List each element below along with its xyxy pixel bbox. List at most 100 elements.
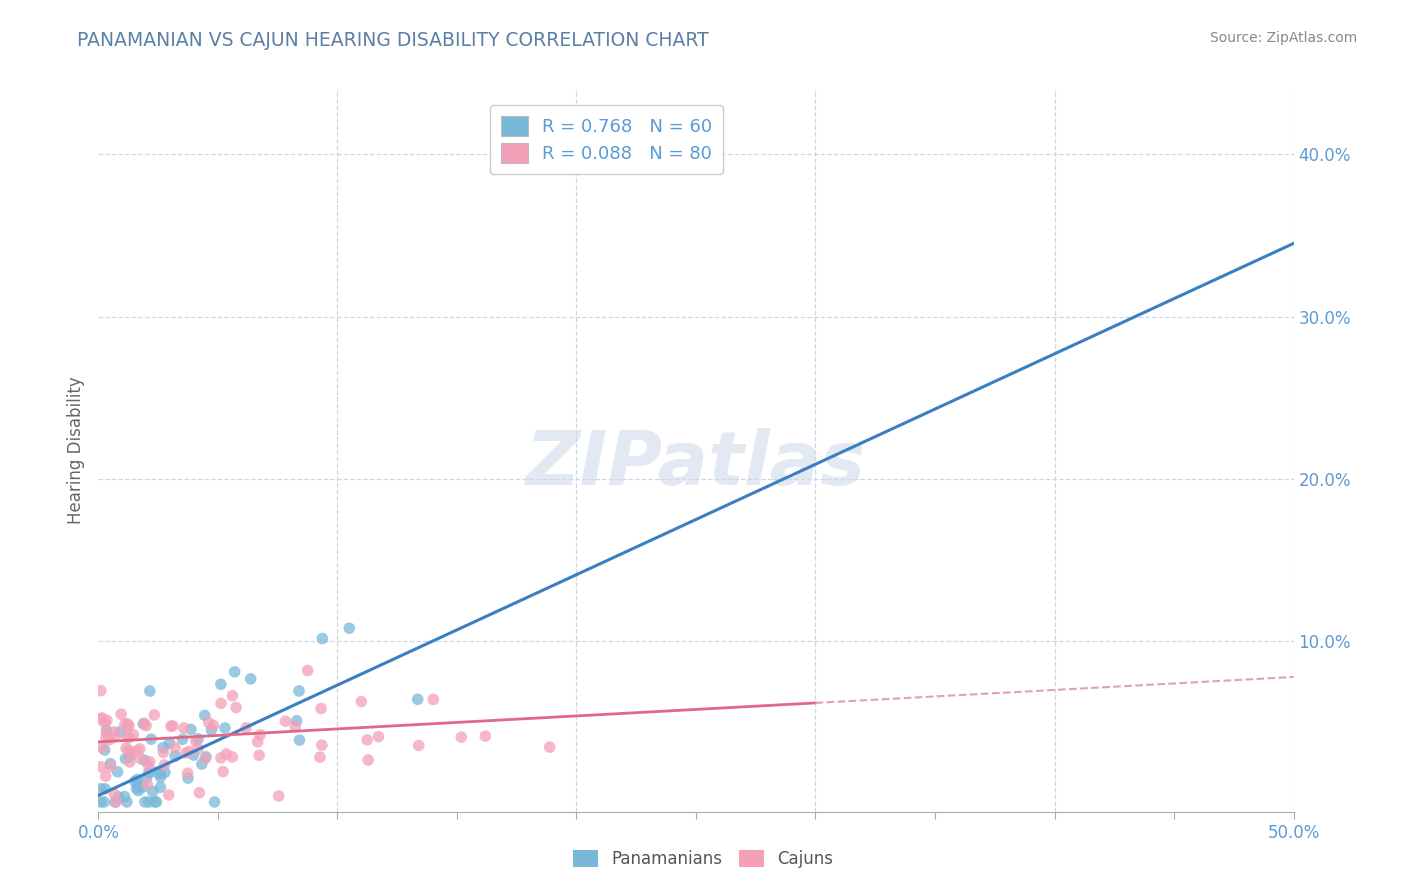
Point (209, 751, 232, 765)
Point (297, 664, 319, 678)
Point (132, 716, 155, 731)
Point (114, 752, 136, 766)
Point (100, 756, 122, 771)
Point (162, 719, 184, 733)
Point (115, 795, 138, 809)
Point (357, 753, 380, 767)
Point (139, 684, 162, 698)
Point (224, 665, 246, 679)
Point (209, 697, 232, 711)
Point (114, 717, 136, 731)
Point (110, 707, 132, 722)
Point (153, 758, 176, 772)
Legend: Panamanians, Cajuns: Panamanians, Cajuns (567, 843, 839, 875)
Point (221, 750, 243, 764)
Point (221, 689, 243, 703)
Legend: R = 0.768   N = 60, R = 0.088   N = 80: R = 0.768 N = 60, R = 0.088 N = 80 (489, 105, 723, 174)
Point (143, 708, 166, 723)
Point (132, 780, 155, 794)
Point (149, 780, 172, 795)
Point (94, 731, 117, 745)
Point (117, 720, 139, 734)
Point (152, 740, 174, 755)
Point (145, 795, 167, 809)
Point (134, 753, 156, 767)
Point (96, 714, 118, 728)
Point (90, 683, 112, 698)
Point (142, 784, 165, 798)
Point (187, 731, 209, 746)
Point (134, 795, 156, 809)
Point (174, 746, 197, 760)
Point (136, 777, 159, 791)
Y-axis label: Hearing Disability: Hearing Disability (66, 376, 84, 524)
Point (214, 721, 236, 735)
Point (356, 732, 378, 747)
Point (184, 734, 207, 748)
Point (209, 677, 232, 691)
Point (134, 716, 156, 731)
Point (152, 746, 174, 760)
Point (309, 750, 332, 764)
Point (114, 789, 136, 804)
Point (309, 701, 332, 715)
Point (194, 751, 217, 765)
Point (180, 723, 202, 737)
Point (124, 774, 146, 789)
Point (163, 740, 186, 755)
Point (177, 744, 200, 758)
Point (191, 757, 214, 772)
Point (118, 750, 141, 764)
Point (127, 772, 149, 787)
Point (91, 740, 114, 755)
Point (138, 755, 160, 769)
Point (202, 718, 225, 732)
Point (129, 752, 152, 766)
Point (194, 708, 217, 723)
Point (104, 795, 127, 809)
Point (138, 765, 160, 780)
Point (247, 748, 270, 763)
Point (138, 759, 160, 773)
Point (90, 760, 112, 774)
Point (165, 749, 187, 764)
Point (284, 720, 307, 734)
Point (117, 716, 139, 731)
Point (311, 738, 333, 752)
Point (367, 730, 389, 744)
Point (125, 781, 148, 796)
Point (173, 721, 195, 735)
Point (93, 795, 115, 809)
Point (246, 735, 269, 749)
Point (143, 795, 166, 809)
Point (267, 789, 290, 803)
Point (135, 719, 157, 733)
Point (107, 789, 129, 804)
Point (450, 730, 472, 744)
Point (194, 750, 217, 764)
Point (350, 694, 373, 708)
Point (176, 766, 198, 780)
Point (474, 729, 496, 743)
Point (153, 765, 176, 780)
Point (311, 632, 333, 646)
Point (159, 736, 181, 750)
Text: ZIPatlas: ZIPatlas (526, 428, 866, 501)
Point (288, 684, 311, 698)
Point (118, 755, 141, 769)
Point (110, 724, 132, 739)
Text: Source: ZipAtlas.com: Source: ZipAtlas.com (1209, 31, 1357, 45)
Point (90, 711, 112, 725)
Point (138, 795, 160, 809)
Point (225, 700, 247, 714)
Point (149, 766, 172, 780)
Point (96, 723, 118, 738)
Point (408, 739, 430, 753)
Point (204, 795, 226, 809)
Point (107, 764, 129, 779)
Point (337, 621, 360, 635)
Point (94, 769, 117, 783)
Point (249, 728, 271, 742)
Point (118, 731, 141, 745)
Point (188, 786, 211, 800)
